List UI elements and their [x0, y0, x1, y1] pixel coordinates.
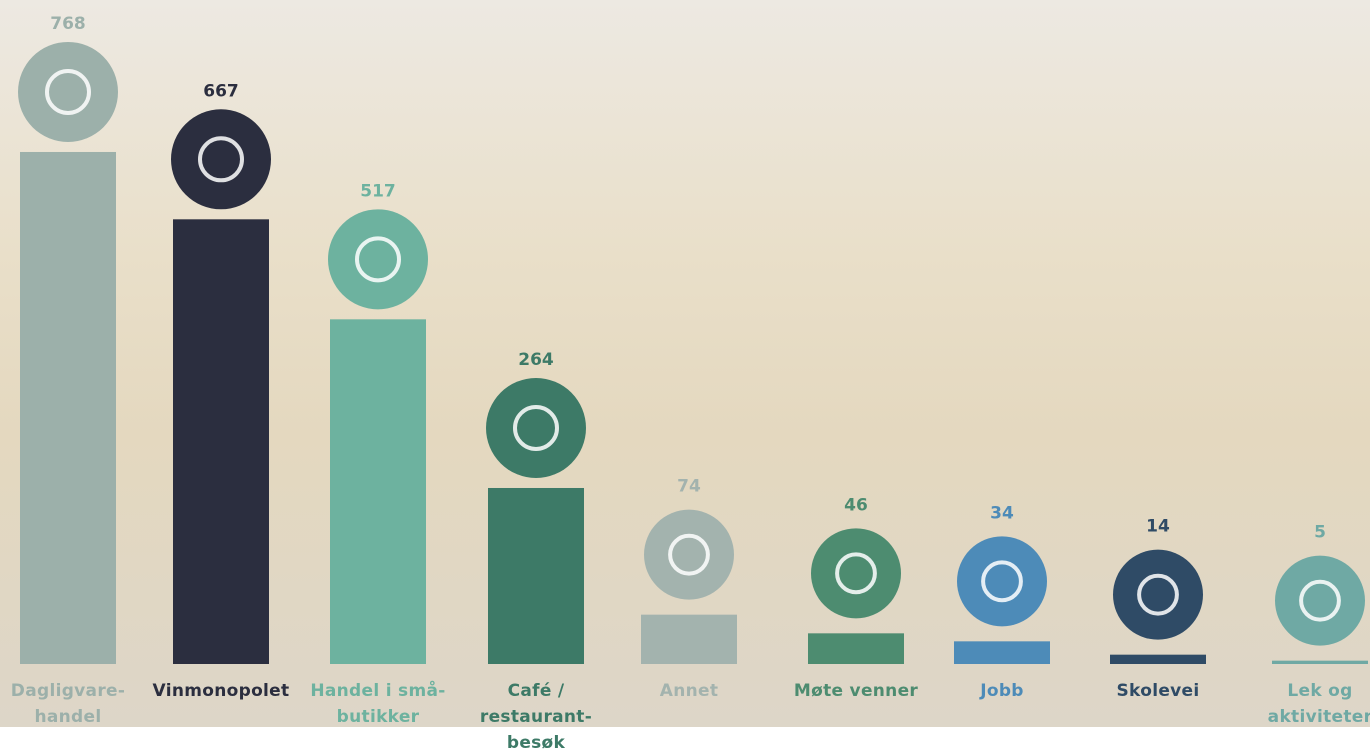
category-label: Skolevei	[1078, 678, 1238, 704]
icon-circle	[811, 528, 901, 618]
chart: 768 667 517 264 74 46 34 14 5 Dagligvare- handel…	[0, 0, 1370, 727]
bar	[1110, 655, 1206, 664]
bar	[173, 219, 269, 664]
category-label: Dagligvare- handel	[0, 678, 148, 730]
category-label: Møte venner	[776, 678, 936, 704]
value-label: 74	[677, 477, 701, 497]
icon-circle	[644, 510, 734, 600]
value-label: 667	[203, 81, 239, 101]
category-label: Vinmonopolet	[141, 678, 301, 704]
category-label: Handel i små- butikker	[298, 678, 458, 730]
value-label: 768	[50, 14, 86, 34]
value-label: 14	[1146, 517, 1170, 537]
icon-circle	[18, 42, 118, 142]
bar	[954, 641, 1050, 664]
bar	[808, 633, 904, 664]
icon-circle	[486, 378, 586, 478]
icon-circle	[1113, 550, 1203, 640]
bar	[641, 615, 737, 664]
bar	[488, 488, 584, 664]
bar	[330, 319, 426, 664]
value-label: 46	[844, 495, 868, 515]
value-label: 264	[518, 350, 554, 370]
value-label: 34	[990, 503, 1014, 523]
icon-circle	[171, 109, 271, 209]
category-label: Annet	[609, 678, 769, 704]
icon-circle	[328, 209, 428, 309]
category-label: Jobb	[922, 678, 1082, 704]
icon-circle	[957, 536, 1047, 626]
category-label: Café / restaurant- besøk	[456, 678, 616, 756]
value-label: 517	[360, 181, 396, 201]
bar	[1272, 661, 1368, 664]
plot: 768 667 517 264 74 46 34 14 5	[0, 0, 1370, 727]
category-label: Lek og aktiviteter	[1240, 678, 1370, 730]
icon-circle	[1275, 556, 1365, 646]
value-label: 5	[1314, 523, 1326, 543]
bar	[20, 152, 116, 664]
